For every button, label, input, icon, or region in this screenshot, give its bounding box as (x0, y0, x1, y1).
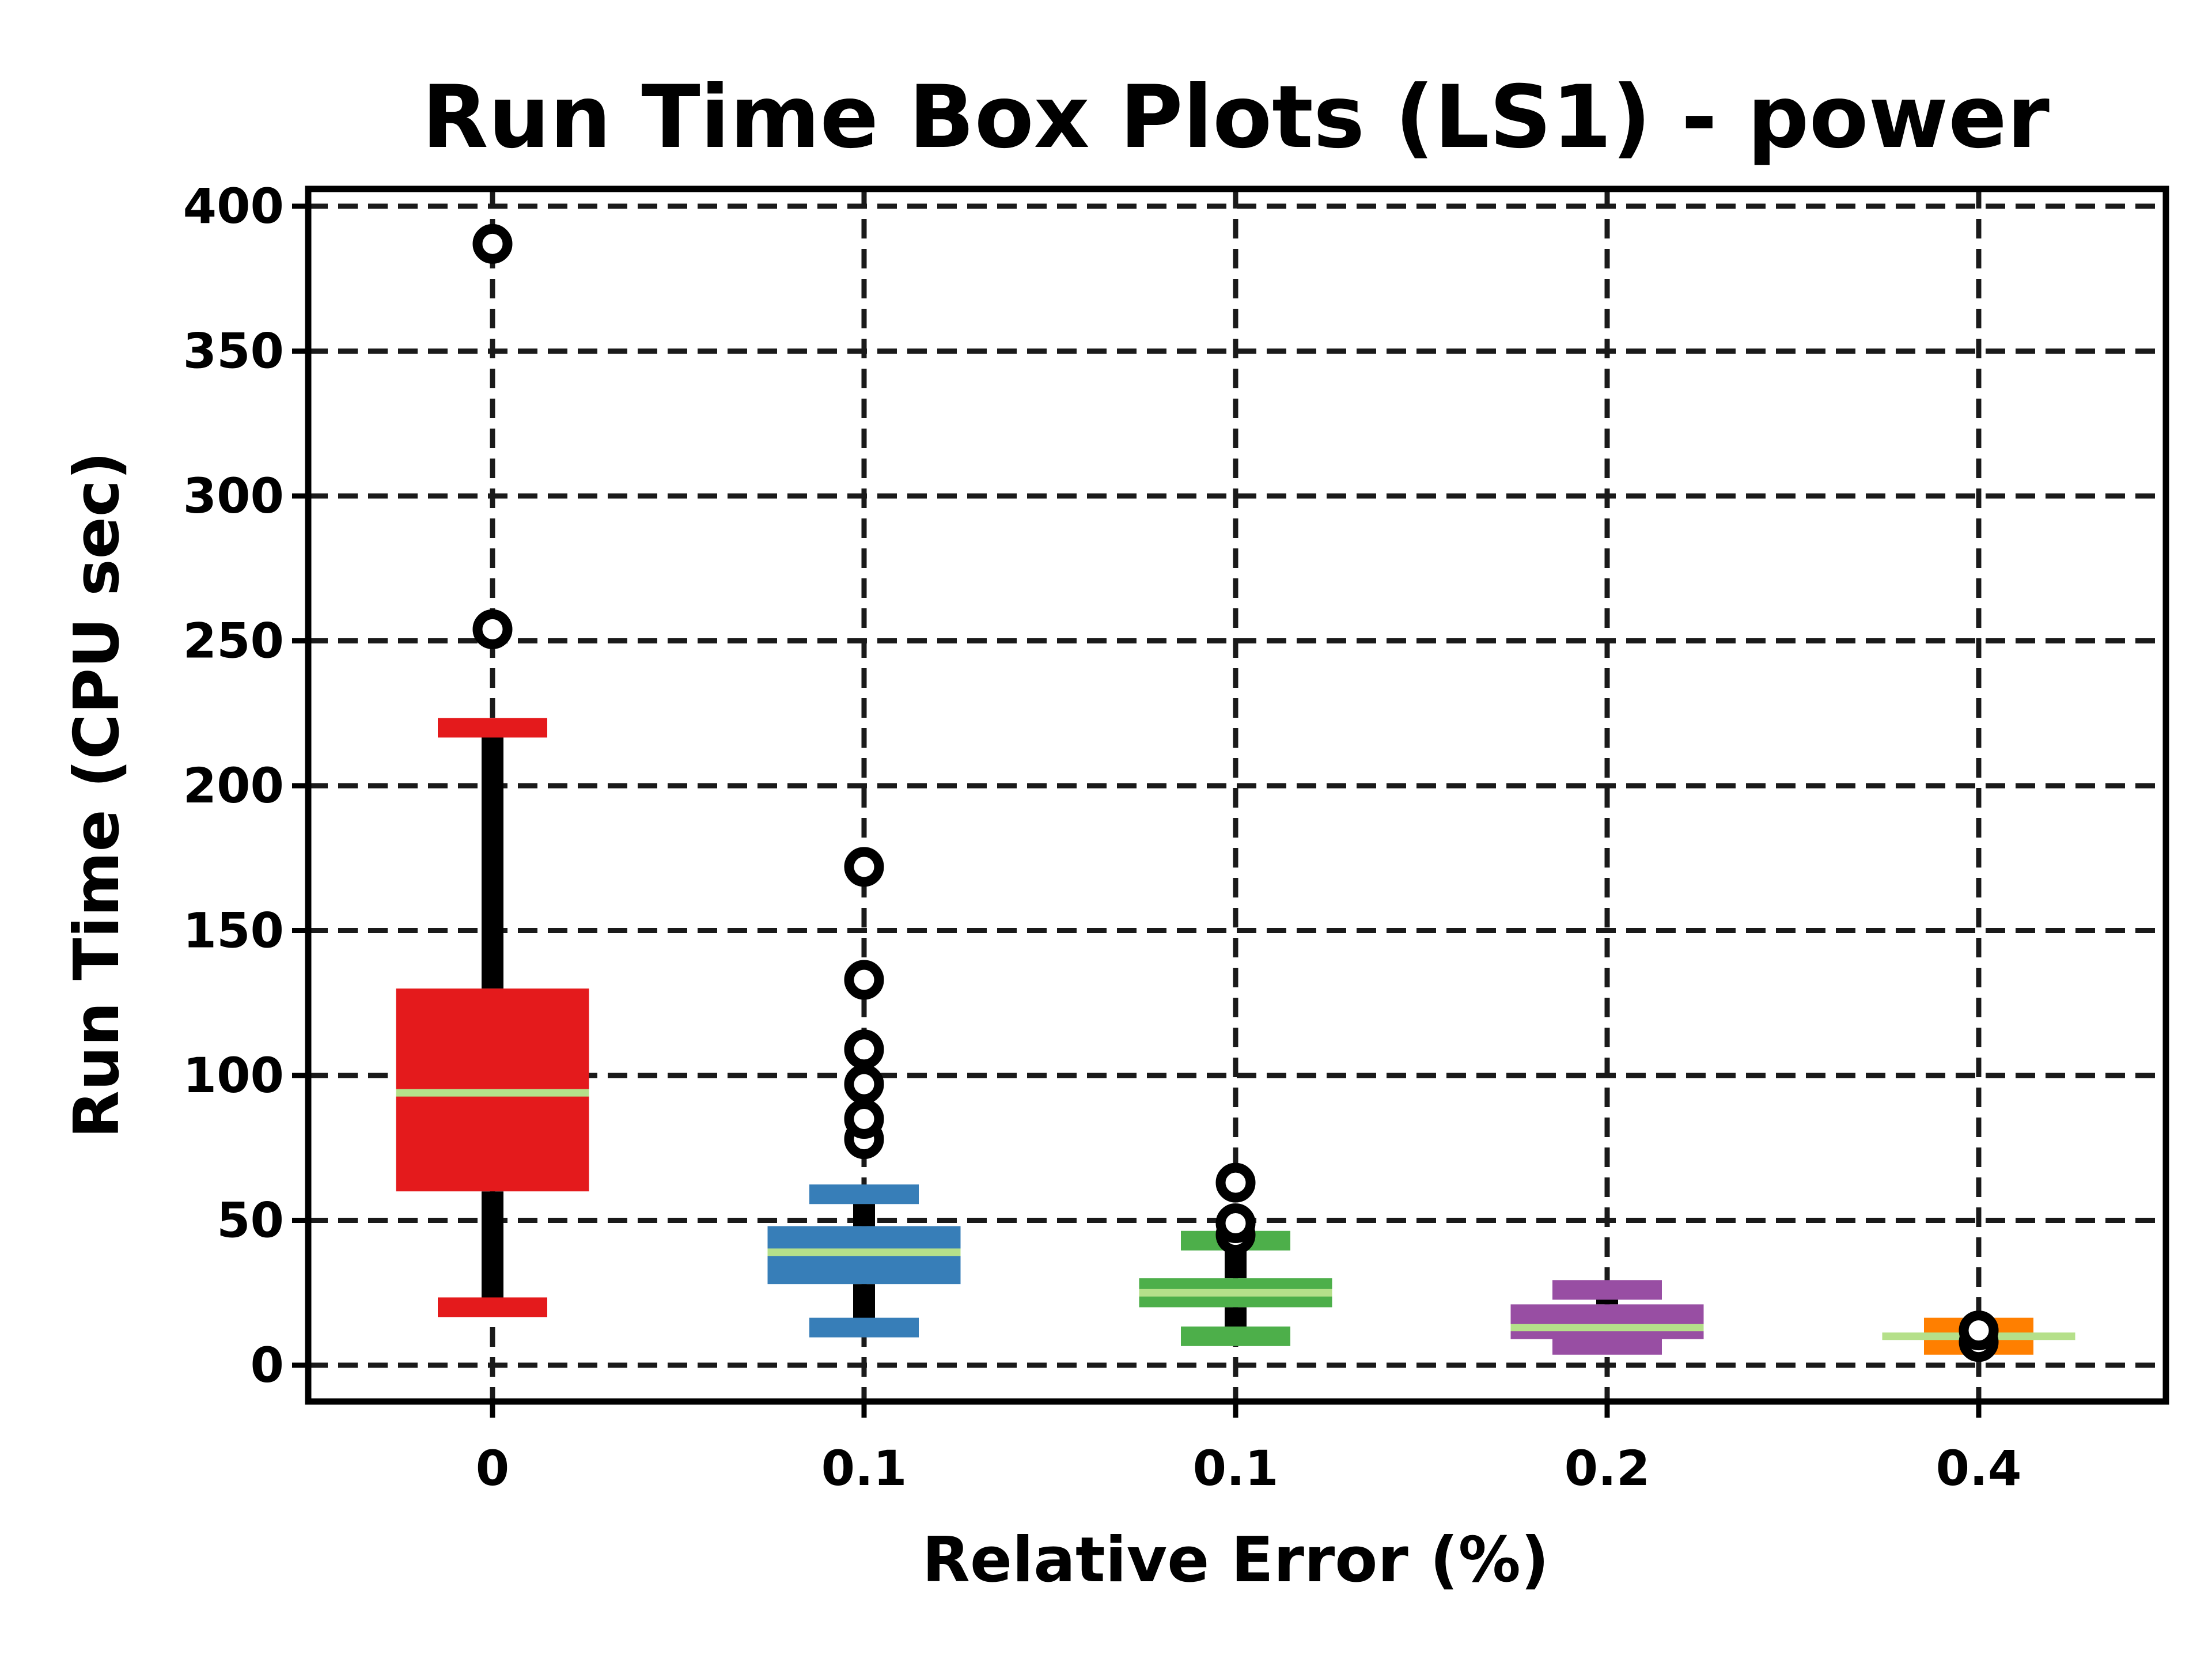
y-axis-label: Run Time (CPU sec) (61, 452, 133, 1139)
outlier-point (844, 1029, 884, 1070)
box-plot-series (396, 224, 2075, 1362)
outlier-point (472, 224, 513, 264)
outlier-point (472, 609, 513, 649)
box-group-4 (1882, 1310, 2075, 1362)
y-tick-label: 150 (183, 903, 284, 959)
box-group-0 (396, 224, 589, 1317)
y-tick-label: 300 (183, 468, 284, 524)
outlier-point (1215, 1162, 1256, 1203)
y-tick-label: 400 (183, 178, 284, 234)
y-tick-label: 0 (251, 1337, 284, 1393)
box-group-3 (1510, 1280, 1704, 1355)
x-tick-label: 0.1 (1193, 1440, 1279, 1497)
y-axis-ticks: 0 50 100 150 200 250 300 350 400 (183, 178, 308, 1393)
x-tick-label: 0.2 (1565, 1440, 1650, 1497)
box-group-1 (767, 847, 961, 1338)
y-tick-label: 350 (183, 323, 284, 380)
x-axis-label: Relative Error (%) (922, 1524, 1550, 1596)
outlier-point (844, 847, 884, 887)
y-tick-label: 250 (183, 613, 284, 669)
y-tick-label: 200 (183, 757, 284, 814)
x-tick-label: 0 (476, 1440, 509, 1497)
x-axis-ticks: 0 0.1 0.1 0.2 0.4 (476, 1402, 2022, 1497)
box-group-2 (1139, 1162, 1332, 1346)
outlier-point (844, 1064, 884, 1104)
box-body (1510, 1304, 1704, 1339)
outlier-point (1959, 1310, 1999, 1351)
y-tick-label: 50 (217, 1192, 284, 1249)
x-tick-label: 0.4 (1936, 1440, 2022, 1497)
chart-title: Run Time Box Plots (LS1) - power (422, 67, 2050, 168)
outlier-point (844, 1099, 884, 1139)
outlier-point (844, 960, 884, 1000)
x-tick-label: 0.1 (821, 1440, 907, 1497)
y-tick-label: 100 (183, 1047, 284, 1104)
outlier-point (1215, 1203, 1256, 1244)
